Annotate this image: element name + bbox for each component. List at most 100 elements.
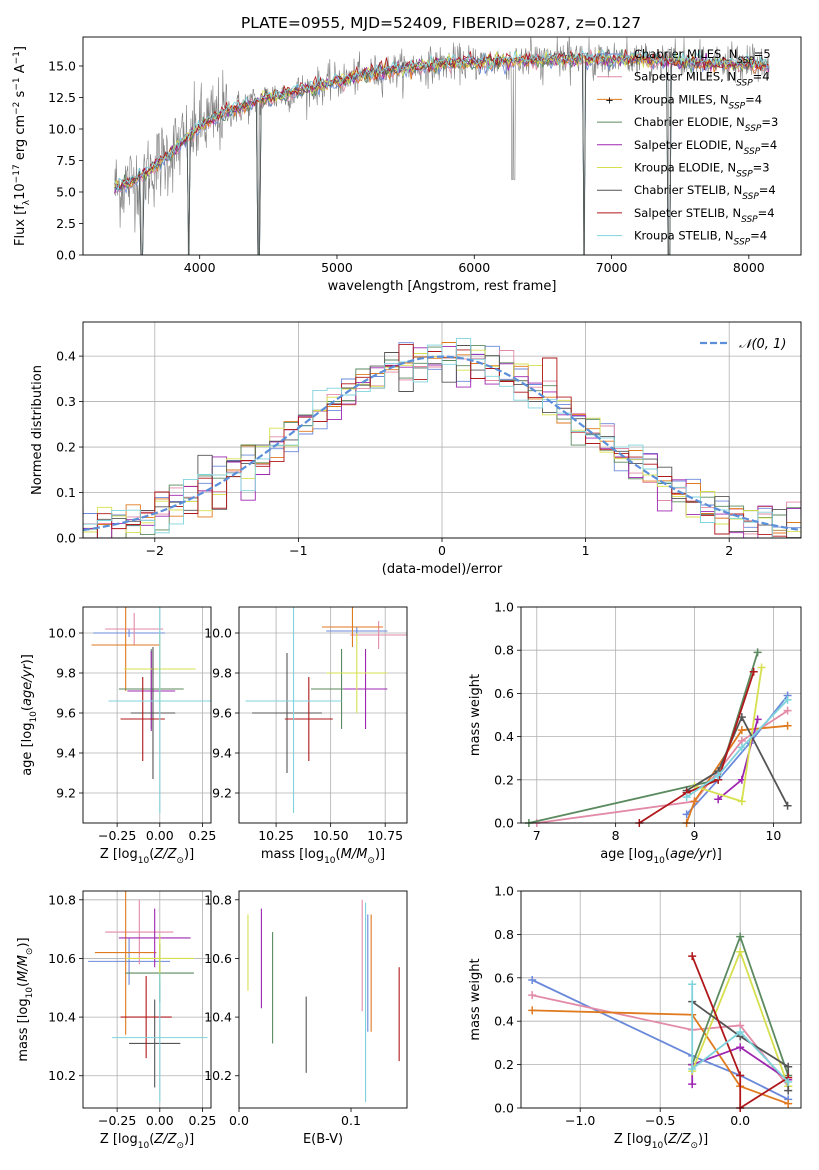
y-tick-label: 7.5 bbox=[56, 153, 76, 168]
series-point bbox=[690, 797, 699, 806]
series-point bbox=[736, 1028, 745, 1037]
series-point bbox=[783, 706, 792, 715]
x-tick-label: −2 bbox=[146, 543, 164, 558]
y-tick-label: 0.4 bbox=[494, 1014, 514, 1029]
series-point bbox=[784, 1086, 793, 1095]
errorbar-salpeter-stelib bbox=[120, 677, 165, 761]
series-point bbox=[783, 695, 792, 704]
errorbar-chabrier-stelib bbox=[130, 647, 176, 779]
x-tick-label: 8 bbox=[612, 828, 620, 843]
legend-label: Chabrier ELODIE, NSSP=3 bbox=[634, 115, 778, 134]
y-tick-label: 9.8 bbox=[56, 666, 76, 681]
series-point bbox=[688, 1080, 697, 1089]
errorbar-salpeter-stelib bbox=[284, 677, 333, 761]
x-tick-label: 10.75 bbox=[367, 828, 403, 843]
x-tick-label: 7 bbox=[533, 828, 541, 843]
y-tick-label: 0.0 bbox=[56, 531, 76, 546]
y-tick-label: 9.6 bbox=[56, 706, 76, 721]
y-tick-label: 0.0 bbox=[494, 816, 514, 831]
legend-label: Kroupa MILES, NSSP=4 bbox=[634, 92, 762, 111]
series-point bbox=[737, 743, 746, 752]
legend-label: Salpeter ELODIE, NSSP=4 bbox=[634, 138, 777, 157]
series-point bbox=[784, 1062, 793, 1071]
axes-frame bbox=[238, 890, 408, 1109]
legend-label: 𝒩(0, 1) bbox=[739, 337, 786, 352]
y-tick-label: 0.4 bbox=[494, 729, 514, 744]
x-tick-label: −1.0 bbox=[565, 1113, 595, 1128]
x-tick-label: 0.1 bbox=[341, 1113, 361, 1128]
y-tick-label: 0.0 bbox=[494, 1101, 514, 1116]
y-tick-label: 0.2 bbox=[494, 1057, 514, 1072]
y-tick-label: 10.0 bbox=[48, 121, 76, 136]
legend-label: Chabrier STELIB, NSSP=4 bbox=[634, 183, 776, 202]
series-point bbox=[688, 980, 697, 989]
series-point bbox=[783, 801, 792, 810]
residual_hist-xlabel: (data-model)/error bbox=[382, 562, 503, 577]
x-tick-label: 7000 bbox=[596, 260, 628, 275]
spectrum-model-kroupa-stelib bbox=[114, 48, 769, 192]
x-tick-label: 10 bbox=[765, 828, 781, 843]
series-point bbox=[783, 721, 792, 730]
x-tick-label: 5000 bbox=[321, 260, 353, 275]
legend-label: Salpeter STELIB, NSSP=4 bbox=[634, 206, 775, 225]
age_vs_Z-xlabel: Z [log10(Z/Z⊙)] bbox=[100, 847, 194, 866]
y-tick-label: 12.5 bbox=[48, 90, 76, 105]
errorbar-salpeter-elodie bbox=[118, 908, 191, 968]
series-point bbox=[688, 1064, 697, 1073]
y-tick-label: 9.4 bbox=[56, 746, 76, 761]
normal-curve bbox=[82, 355, 802, 532]
y-tick-label: 0.6 bbox=[494, 970, 514, 985]
axes-frame bbox=[238, 606, 408, 824]
series-point bbox=[784, 1077, 793, 1086]
mass_vs_Z-ylabel: mass [log10(M/M⊙)] bbox=[16, 937, 35, 1061]
legend-label: Kroupa STELIB, NSSP=4 bbox=[634, 229, 767, 248]
y-tick-label: 10.0 bbox=[48, 626, 76, 641]
spectrum-legend: Chabrier MILES, NSSP=5 Salpeter MILES, NS… bbox=[597, 47, 778, 248]
series-point bbox=[736, 947, 745, 956]
x-tick-label: 0.25 bbox=[189, 828, 217, 843]
mass_vs_Z-xlabel: Z [log10(Z/Z⊙)] bbox=[100, 1132, 194, 1151]
x-tick-label: 0.00 bbox=[146, 1113, 174, 1128]
series-line bbox=[531, 979, 789, 1101]
x-tick-label: −0.5 bbox=[645, 1113, 675, 1128]
series-line bbox=[691, 955, 789, 1110]
residual_hist-ylabel: Normed distribution bbox=[30, 365, 45, 495]
errorbar-chabrier-miles bbox=[93, 629, 165, 637]
legend-label: Kroupa ELODIE, NSSP=3 bbox=[634, 161, 770, 180]
series-line bbox=[691, 984, 789, 1083]
errorbar-chabrier-stelib bbox=[252, 653, 322, 773]
y-tick-label: 1.0 bbox=[494, 884, 514, 899]
x-tick-label: −1 bbox=[289, 543, 307, 558]
y-tick-label: 0.2 bbox=[56, 440, 76, 455]
errorbar-salpeter-miles bbox=[105, 613, 164, 645]
x-tick-label: −0.25 bbox=[98, 1113, 136, 1128]
series-point bbox=[757, 663, 766, 672]
legend-label: Chabrier MILES, NSSP=5 bbox=[634, 47, 771, 66]
y-tick-label: 9.2 bbox=[212, 786, 232, 801]
series-point bbox=[528, 991, 537, 1000]
spectrum-xlabel: wavelength [Angstrom, rest frame] bbox=[328, 279, 557, 294]
x-tick-label: 0.25 bbox=[189, 1113, 217, 1128]
y-tick-label: 9.8 bbox=[212, 666, 232, 681]
y-tick-label: 10.2 bbox=[48, 1068, 76, 1083]
mass_vs_Z-axes: −0.25 0.00 0.25 10.2 10.4 10.6 10.8 bbox=[48, 891, 216, 1128]
spectrum-axes: 4000 5000 6000 7000 8000 0.0 2.5 5.0 7.5 10.0 12.5… bbox=[48, 58, 765, 275]
series-point bbox=[736, 932, 745, 941]
y-tick-label: 9.4 bbox=[212, 746, 232, 761]
y-tick-label: 0.8 bbox=[494, 643, 514, 658]
series-point bbox=[753, 648, 762, 657]
legend-marker: + bbox=[605, 95, 613, 106]
series-point bbox=[749, 667, 758, 676]
x-tick-label: 1 bbox=[582, 543, 590, 558]
errorbar-kroupa-stelib bbox=[108, 607, 211, 813]
errorbar-kroupa-miles bbox=[94, 891, 157, 1035]
series-point bbox=[753, 715, 762, 724]
errorbar-kroupa-elodie bbox=[326, 633, 388, 713]
figure-title: PLATE=0955, MJD=52409, FIBERID=0287, z=0… bbox=[241, 14, 641, 32]
y-tick-label: 0.2 bbox=[494, 772, 514, 787]
series-point bbox=[737, 797, 746, 806]
series-point bbox=[784, 1099, 793, 1108]
y-tick-label: 0.6 bbox=[494, 686, 514, 701]
x-tick-label: 0.0 bbox=[730, 1113, 750, 1128]
age_vs_mass-xlabel: mass [log10(M/M⊙)] bbox=[261, 847, 385, 866]
